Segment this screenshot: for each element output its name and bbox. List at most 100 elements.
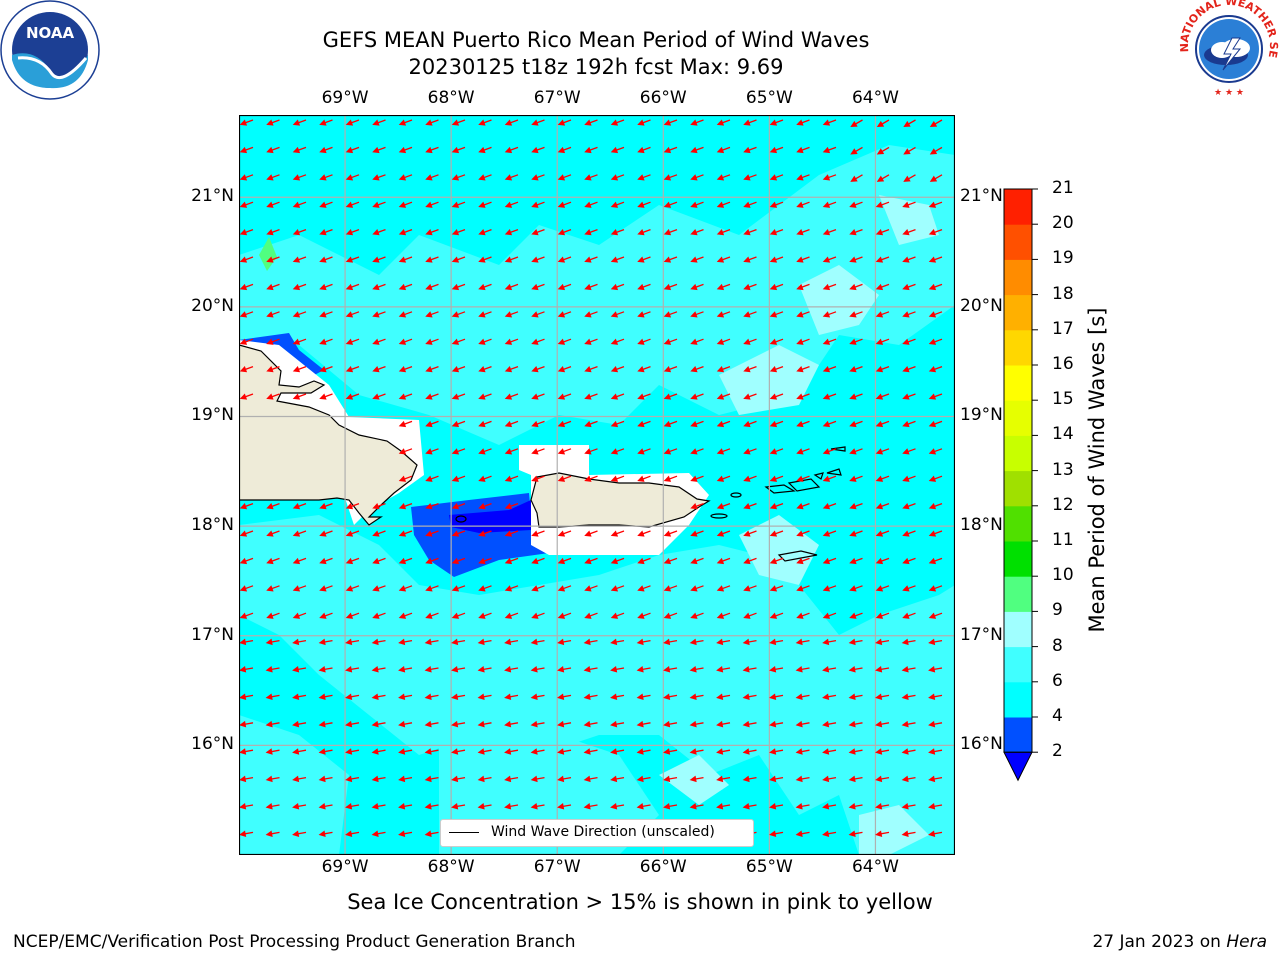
wave-direction-arrow [451,638,466,646]
wave-direction-arrow [345,693,360,700]
wave-direction-arrow [345,393,360,400]
wave-direction-arrow [424,830,439,837]
wave-direction-arrow [637,201,651,208]
wave-direction-arrow [902,612,916,619]
wave-direction-arrow [319,338,333,345]
wave-direction-arrow [848,638,863,646]
wave-direction-arrow [769,638,784,646]
wave-direction-arrow [319,393,333,400]
wave-direction-arrow [769,311,784,318]
wave-direction-arrow [928,612,943,619]
wave-direction-arrow [557,448,572,455]
colorbar-under-extension [1003,751,1033,782]
wave-direction-arrow [743,256,757,263]
wave-direction-arrow [319,612,333,619]
wave-direction-arrow [239,612,254,619]
wave-direction-arrow [425,475,439,482]
wave-direction-arrow [610,748,625,755]
wave-direction-arrow [796,420,810,428]
wave-direction-arrow [610,693,625,700]
wave-direction-arrow [371,775,386,783]
colorbar-tick-label: 4 [1052,706,1063,726]
wave-direction-arrow [292,174,307,181]
wave-direction-arrow [610,146,625,154]
wave-direction-arrow [928,775,943,783]
wave-direction-arrow [318,638,333,646]
wave-direction-arrow [716,557,731,565]
wave-direction-arrow [477,775,492,783]
wave-direction-arrow [902,420,916,428]
wave-direction-arrow [848,748,863,755]
wave-direction-arrow [663,228,678,236]
wave-direction-arrow [822,775,837,783]
wave-direction-arrow [769,475,784,482]
wave-direction-arrow [636,803,651,810]
wave-direction-arrow [425,146,439,154]
wave-direction-arrow [239,803,254,810]
wave-direction-arrow [716,256,731,263]
wave-direction-arrow [292,311,307,318]
wave-direction-arrow [584,530,598,537]
wave-direction-arrow [636,666,651,673]
wave-direction-arrow [637,612,651,619]
wave-direction-arrow [742,775,757,783]
wave-direction-arrow [478,283,492,291]
wave-direction-arrow [292,557,307,565]
wave-direction-arrow [610,338,625,345]
colorbar-tick-label: 10 [1052,565,1074,586]
wave-direction-arrow [451,256,466,263]
wave-direction-arrow [478,393,492,400]
wave-direction-arrow [504,612,519,619]
wave-direction-arrow [610,585,625,592]
wave-direction-arrow [822,174,837,181]
wave-direction-arrow [478,311,492,318]
wave-direction-arrow [663,585,678,592]
wave-direction-arrow [663,338,678,345]
wave-direction-arrow [902,557,916,565]
wave-direction-arrow [690,146,704,154]
lon-tick-label: 68°W [427,857,475,877]
wave-direction-arrow [584,365,598,373]
wave-direction-arrow [663,530,678,537]
wave-direction-arrow [742,803,757,810]
wave-direction-arrow [478,530,492,537]
wave-direction-arrow [239,311,254,318]
wave-direction-arrow [557,585,572,592]
wave-direction-arrow [849,338,863,345]
wave-direction-arrow [398,146,413,154]
wave-direction-arrow [637,530,651,537]
wave-direction-arrow [875,693,890,700]
legend-line-swatch [449,832,479,833]
wave-direction-arrow [531,256,545,263]
wave-direction-arrow [848,775,863,783]
wave-direction-arrow [903,119,916,128]
wave-direction-arrow [637,475,651,482]
wave-direction-arrow [636,748,651,755]
wave-direction-arrow [875,775,890,783]
wave-direction-arrow [875,720,890,728]
wave-direction-arrow [345,228,360,236]
wave-direction-arrow [822,119,837,126]
wave-direction-arrow [716,803,731,810]
wave-direction-arrow [848,803,863,810]
wave-direction-arrow [292,720,307,728]
wave-direction-arrow [425,119,439,126]
wave-direction-arrow [875,502,890,510]
wave-direction-arrow [663,803,678,810]
wave-direction-arrow [716,365,731,373]
wave-direction-arrow [319,146,333,154]
wave-direction-arrow [902,338,916,345]
wave-direction-arrow [345,803,360,810]
wave-direction-arrow [928,338,943,345]
wave-direction-arrow [584,174,598,181]
wave-direction-arrow [743,475,757,482]
lat-tick-label: 16°N [960,734,1003,755]
wave-direction-arrow [769,557,784,565]
wave-direction-arrow [584,338,598,345]
wave-direction-arrow [875,311,890,318]
wave-direction-arrow [637,174,651,181]
wave-direction-arrow [875,201,890,208]
wave-direction-arrow [398,420,413,428]
wave-direction-arrow [424,720,439,728]
wave-direction-arrow [928,256,943,263]
